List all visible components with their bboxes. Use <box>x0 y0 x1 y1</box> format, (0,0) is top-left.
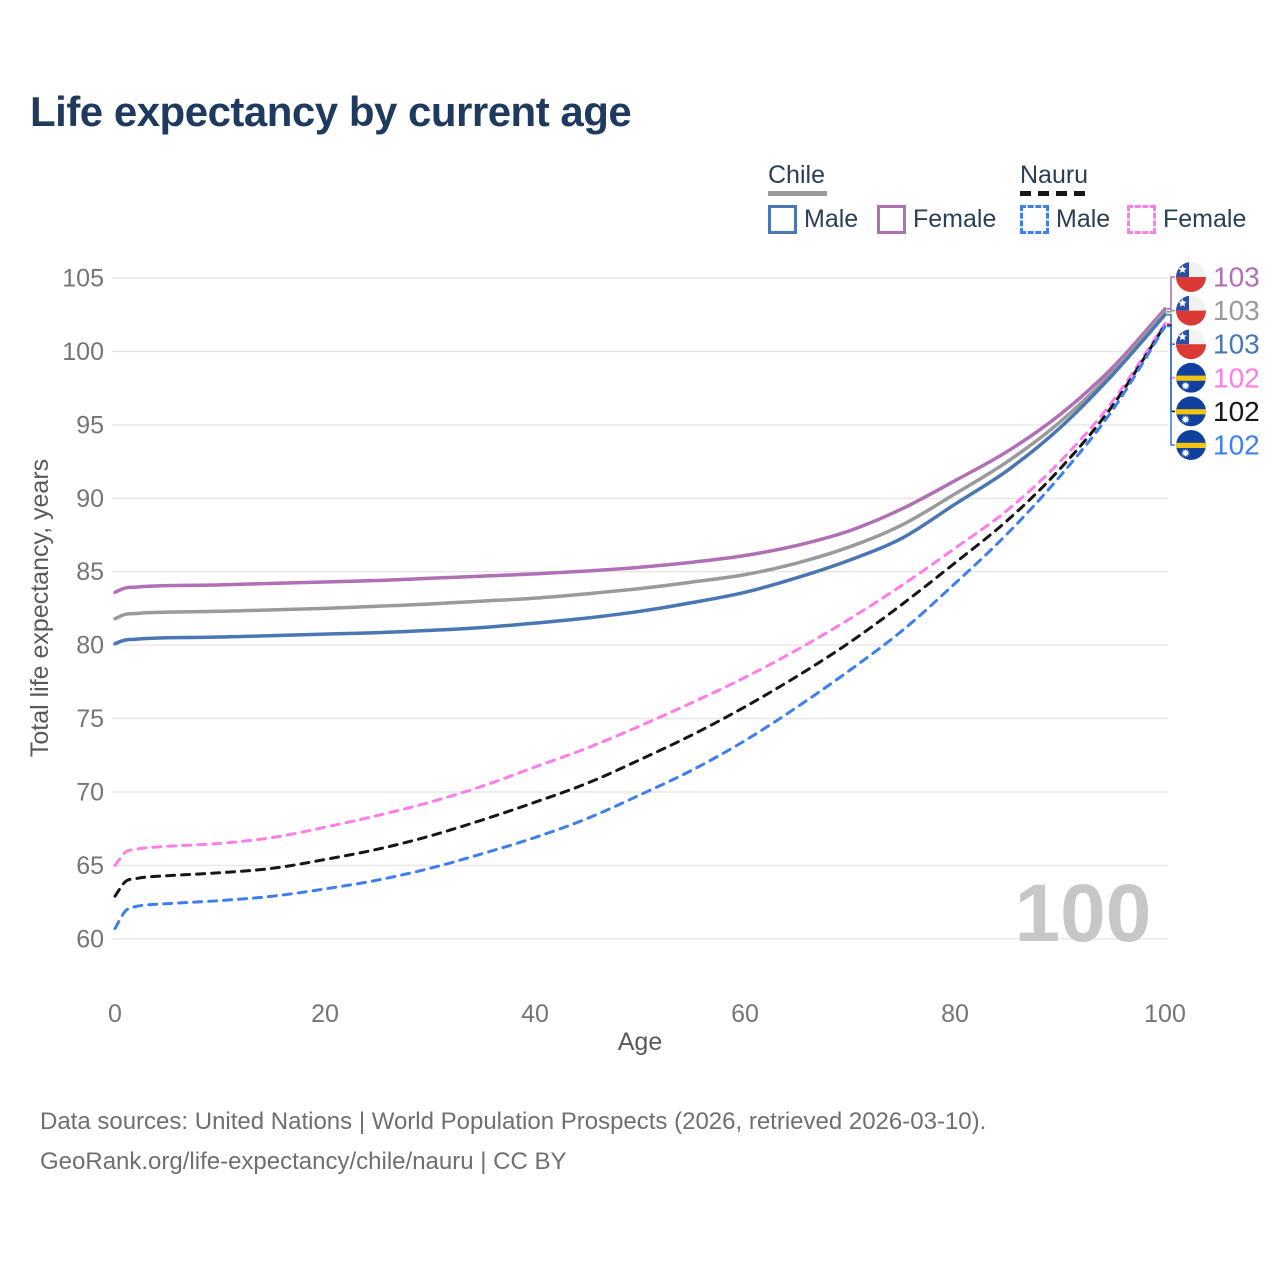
legend-group-chile-label: Chile <box>768 161 825 189</box>
legend-item-label: Male <box>804 205 859 233</box>
series-layer <box>113 307 1167 930</box>
legend-item-chile-male[interactable]: Male <box>768 205 858 234</box>
legend-item-label: Female <box>913 205 997 233</box>
y-tick-label: 90 <box>76 485 104 513</box>
end-value-label: 103 <box>1213 329 1260 360</box>
x-tick-label: 60 <box>731 1000 759 1028</box>
nauru-male-swatch-icon <box>1020 205 1049 234</box>
x-tick-label: 20 <box>311 1000 339 1028</box>
y-tick-label: 100 <box>62 338 104 366</box>
y-tick-label: 60 <box>76 925 104 953</box>
y-tick-label: 65 <box>76 852 104 880</box>
legend-item-label: Male <box>1056 205 1111 233</box>
x-tick-label: 40 <box>521 1000 549 1028</box>
x-tick-label: 80 <box>941 1000 969 1028</box>
x-tick-label: 0 <box>108 1000 122 1028</box>
end-value-label: 102 <box>1213 430 1260 461</box>
nauru-flag-icon[interactable] <box>1176 430 1206 460</box>
y-tick-label: 95 <box>76 411 104 439</box>
legend-nauru-line-sample <box>1020 191 1092 196</box>
series-line-nauru-female[interactable] <box>113 322 1167 867</box>
y-tick-label: 80 <box>76 632 104 660</box>
data-sources-line: Data sources: United Nations | World Pop… <box>40 1108 987 1135</box>
tick-layer: 60 65 70 75 80 85 90 95 100 105 0 20 40 60 80 100 <box>62 265 1186 1029</box>
y-axis-title: Total life expectancy, years <box>26 459 54 757</box>
chile-male-swatch-icon <box>768 205 797 234</box>
nauru-flag-icon[interactable] <box>1176 362 1206 393</box>
nauru-flag-icon[interactable] <box>1176 396 1206 427</box>
chile-flag-icon[interactable] <box>1176 262 1206 292</box>
legend-item-label: Female <box>1163 205 1247 233</box>
x-tick-label: 100 <box>1144 1000 1186 1028</box>
end-value-label: 102 <box>1213 396 1260 427</box>
nauru-female-swatch-icon <box>1127 205 1156 234</box>
series-line-chile-female[interactable] <box>113 307 1167 595</box>
page-title: Life expectancy by current age <box>30 88 632 135</box>
end-value-label: 102 <box>1213 362 1260 393</box>
series-line-chile-total[interactable] <box>113 310 1167 621</box>
series-line-nauru-male[interactable] <box>113 325 1167 930</box>
legend-item-nauru-male[interactable]: Male <box>1020 205 1110 234</box>
leader-line <box>1167 325 1175 446</box>
legend-item-chile-female[interactable]: Female <box>877 205 996 234</box>
chile-flag-icon[interactable] <box>1176 329 1206 360</box>
end-value-label: 103 <box>1213 295 1260 326</box>
series-line-chile-male[interactable] <box>113 312 1167 646</box>
legend-group-nauru-label: Nauru <box>1020 161 1089 189</box>
y-tick-label: 75 <box>76 705 104 733</box>
age-watermark: 100 <box>1015 868 1152 959</box>
legend-item-nauru-female[interactable]: Female <box>1127 205 1246 234</box>
attribution-line: GeoRank.org/life-expectancy/chile/nauru … <box>40 1148 567 1175</box>
y-tick-label: 85 <box>76 558 104 586</box>
leader-line <box>1167 309 1175 313</box>
y-tick-label: 70 <box>76 779 104 807</box>
grid-layer <box>112 277 1168 940</box>
x-axis-title: Age <box>618 1028 662 1056</box>
chile-female-swatch-icon <box>877 205 906 234</box>
legend-chile-line-sample <box>768 191 827 196</box>
chile-flag-icon[interactable] <box>1176 295 1206 326</box>
series-line-nauru-total[interactable] <box>113 323 1167 898</box>
leader-line <box>1167 276 1175 310</box>
end-value-label: 103 <box>1213 262 1260 293</box>
y-tick-label: 105 <box>62 265 104 293</box>
